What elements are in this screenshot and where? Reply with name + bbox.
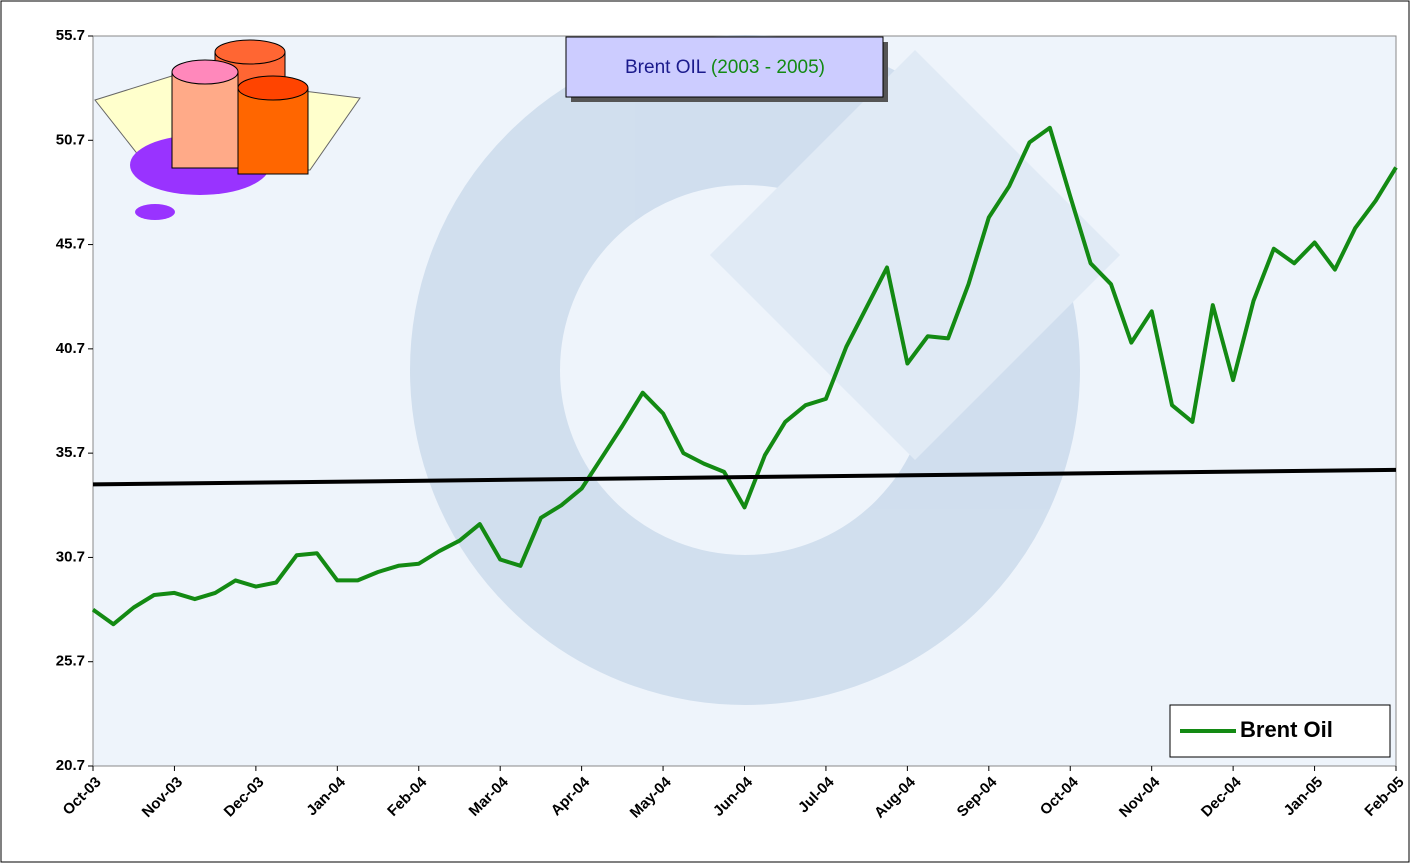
y-tick-label: 55.7 (56, 27, 85, 44)
y-tick-label: 50.7 (56, 131, 85, 148)
chart-title: Brent OIL (2003 - 2005) (625, 57, 825, 78)
title: Brent OIL (625, 57, 706, 78)
plot-layer (91, 125, 1398, 627)
legend-label: Brent Oil (1240, 717, 1333, 742)
subtitle: (2003 - 2005) (711, 57, 825, 78)
watermark (410, 35, 1121, 705)
y-tick-label: 25.7 (56, 653, 85, 670)
y-tick-label: 45.7 (56, 236, 85, 253)
y-tick-label: 30.7 (56, 548, 85, 565)
y-tick-label: 40.7 (56, 340, 85, 357)
y-tick-label: 35.7 (56, 444, 85, 461)
y-tick-label: 20.7 (56, 757, 85, 774)
oil-barrels-clipart (94, 39, 361, 220)
data-line (91, 125, 1398, 627)
trend-line (92, 467, 1397, 487)
title-box (565, 36, 884, 98)
